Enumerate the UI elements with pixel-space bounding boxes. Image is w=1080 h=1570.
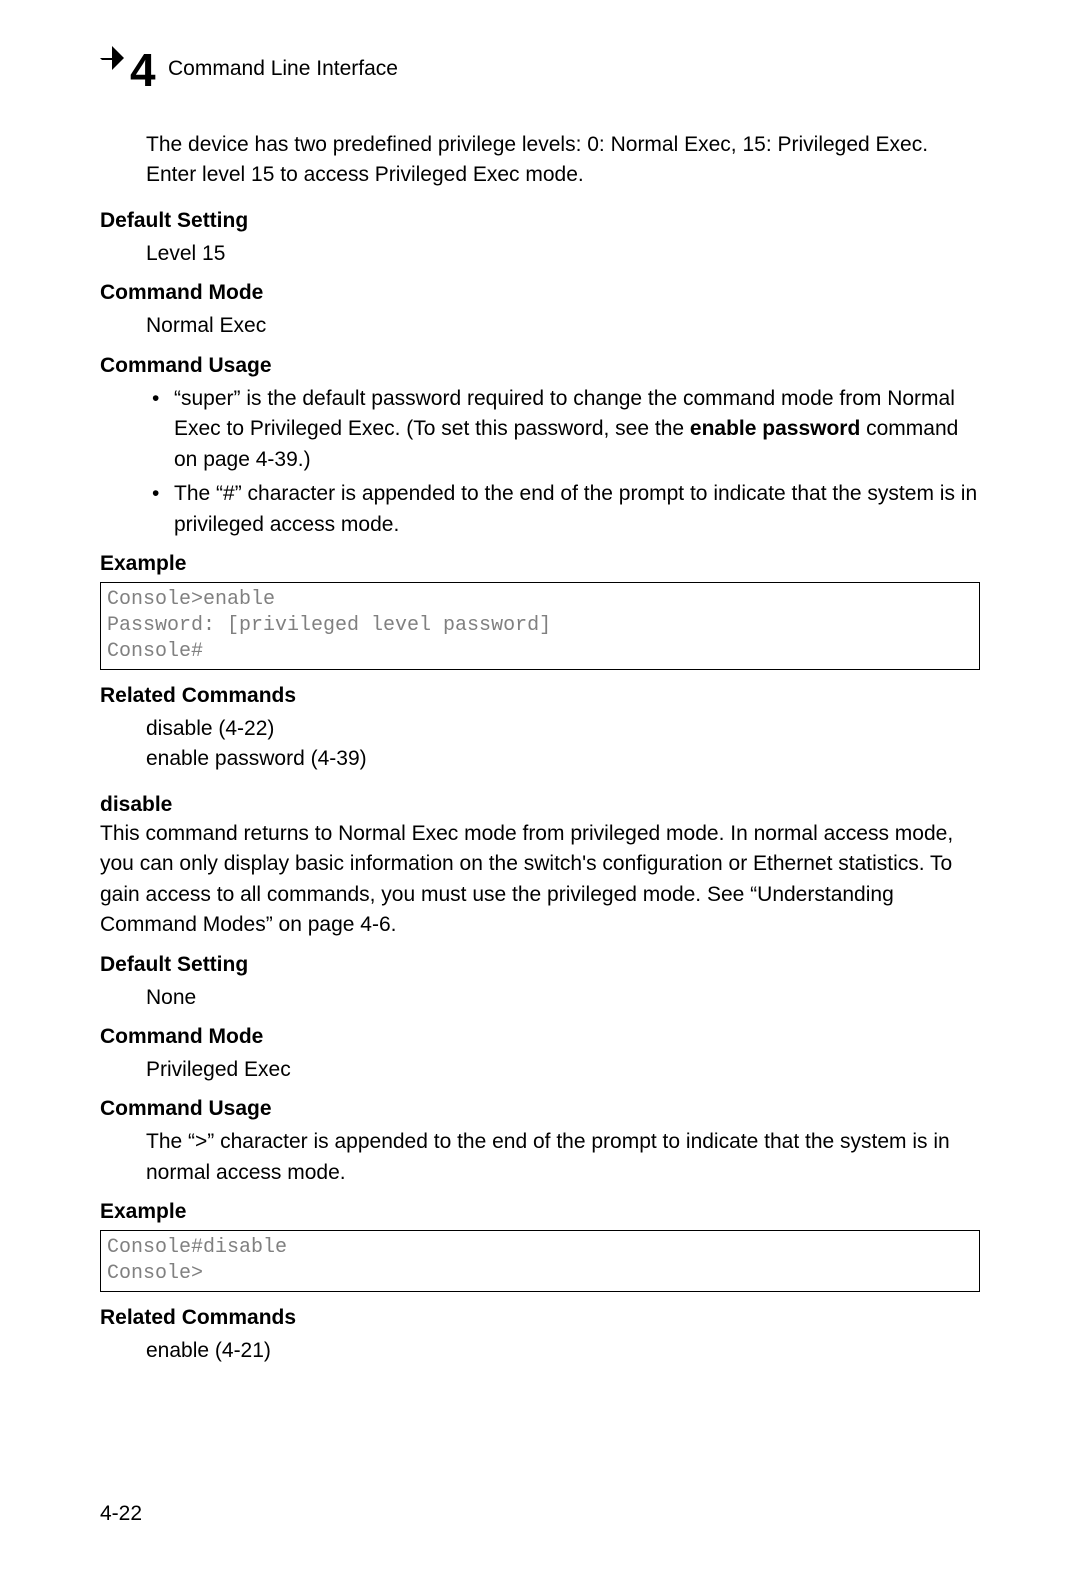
related-1a: disable (4-22)	[146, 714, 980, 744]
chapter-number-icon: 4	[100, 46, 156, 92]
usage-bullet-2: The “#” character is appended to the end…	[146, 479, 980, 540]
default-setting-block-2: Default Setting None	[100, 953, 980, 1013]
page-header: 4 Command Line Interface	[100, 46, 980, 92]
heading-command-mode: Command Mode	[100, 281, 980, 305]
heading-command-mode-2: Command Mode	[100, 1025, 980, 1049]
default-setting-value-2: None	[146, 983, 980, 1013]
command-usage-block-1: Command Usage “super” is the default pas…	[100, 354, 980, 540]
related-commands-block-2: Related Commands enable (4-21)	[100, 1306, 980, 1366]
heading-related-commands-2: Related Commands	[100, 1306, 980, 1330]
page-root: 4 Command Line Interface The device has …	[0, 0, 1080, 1427]
header-title: Command Line Interface	[168, 57, 398, 81]
related-commands-block-1: Related Commands disable (4-22) enable p…	[100, 684, 980, 775]
command-mode-block-2: Command Mode Privileged Exec	[100, 1025, 980, 1085]
page-number: 4-22	[100, 1502, 142, 1526]
code-example-1: Console>enable Password: [privileged lev…	[100, 582, 980, 670]
code-example-2: Console#disable Console>	[100, 1230, 980, 1292]
heading-example: Example	[100, 552, 980, 576]
chapter-num-text: 4	[130, 46, 156, 92]
command-mode-value-2: Privileged Exec	[146, 1055, 980, 1085]
usage-text-2: The “>” character is appended to the end…	[146, 1127, 980, 1188]
heading-command-usage: Command Usage	[100, 354, 980, 378]
command-mode-block-1: Command Mode Normal Exec	[100, 281, 980, 341]
default-setting-value: Level 15	[146, 239, 980, 269]
related-1b: enable password (4-39)	[146, 744, 980, 774]
heading-related-commands: Related Commands	[100, 684, 980, 708]
default-setting-block-1: Default Setting Level 15	[100, 209, 980, 269]
example-block-1: Example Console>enable Password: [privil…	[100, 552, 980, 670]
command-heading-disable: disable	[100, 793, 980, 817]
heading-example-2: Example	[100, 1200, 980, 1224]
disable-description: This command returns to Normal Exec mode…	[100, 819, 980, 941]
usage-bullet-1: “super” is the default password required…	[146, 384, 980, 475]
example-block-2: Example Console#disable Console>	[100, 1200, 980, 1292]
heading-command-usage-2: Command Usage	[100, 1097, 980, 1121]
intro-text: The device has two predefined privilege …	[146, 130, 980, 191]
heading-default-setting-2: Default Setting	[100, 953, 980, 977]
heading-default-setting: Default Setting	[100, 209, 980, 233]
command-mode-value: Normal Exec	[146, 311, 980, 341]
bullet1-bold: enable password	[690, 417, 860, 440]
related-2a: enable (4-21)	[146, 1336, 980, 1366]
command-usage-block-2: Command Usage The “>” character is appen…	[100, 1097, 980, 1188]
usage-bullets: “super” is the default password required…	[146, 384, 980, 540]
